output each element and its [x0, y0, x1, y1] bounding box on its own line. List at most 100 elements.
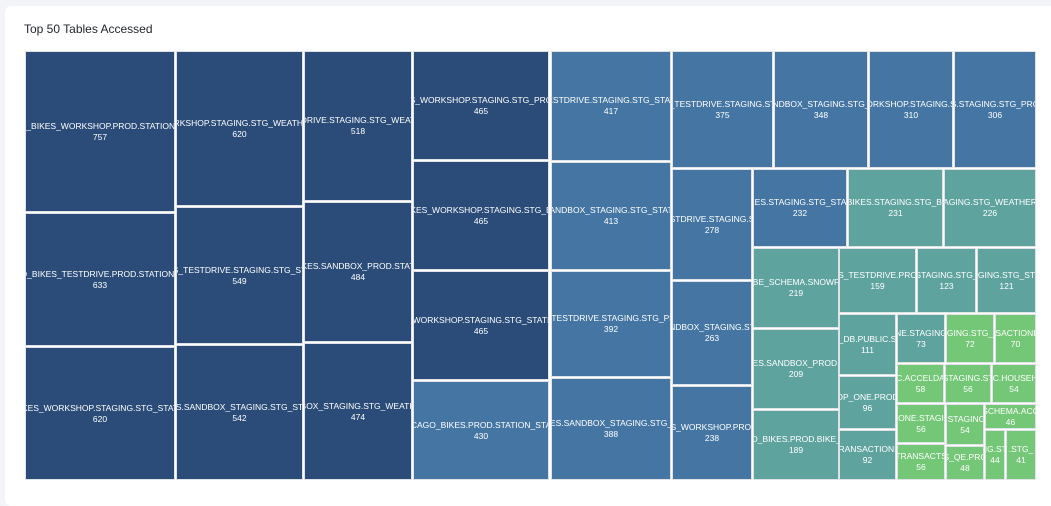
cell-label: _TESTDRIVE.STAGING.ST: [672, 98, 773, 109]
cell-label: .STG_: [1008, 444, 1034, 454]
treemap-cell[interactable]: CAGO_BIKES.PROD.STATION_STA 430: [413, 381, 549, 480]
cell-label: CAGO_BIKES.PROD.STATION_STA: [413, 419, 549, 430]
treemap-cell[interactable]: NDBOX_STAGING.ST 263: [672, 281, 752, 385]
cell-value: 306: [987, 109, 1003, 120]
cell-value: 518: [350, 126, 366, 136]
cell-value: 70: [1010, 338, 1021, 349]
treemap-cell[interactable]: O_BIKES.PROD.BIKE_ 189: [753, 410, 839, 480]
cell-label: KES.SANDBOX_PROD.STAT: [304, 261, 412, 271]
treemap-cell[interactable]: _TESTDRIVE.STAGING.STG_PR 392: [551, 271, 671, 377]
cell-label: C.ACCELDA: [897, 372, 944, 383]
treemap-cell[interactable]: .STG_ 41: [1006, 430, 1036, 480]
cell-value: 633: [92, 279, 108, 290]
treemap-cell[interactable]: RANSACTIONI 92: [839, 430, 896, 480]
cell-value: 56: [916, 462, 926, 472]
cell-label: BOX_STAGING.STG_WEATH: [304, 400, 412, 411]
treemap-cell[interactable]: ES.SANDBOX_STAGING.STG_ 388: [551, 378, 671, 480]
cell-value: 263: [704, 333, 720, 343]
cell-value: 417: [603, 106, 619, 116]
treemap-cell[interactable]: BOX_STAGING.STG_WEATH 474: [304, 343, 412, 480]
cell-value: 757: [92, 131, 108, 142]
cell-value: 111: [861, 344, 874, 355]
cell-value: 278: [704, 224, 720, 235]
cell-label: KES.STAGING.STG_STAT: [753, 197, 847, 207]
cell-value: 465: [473, 215, 489, 226]
treemap-cell[interactable]: WORKSHOP.STAGING.STG_STATI 465: [413, 271, 549, 380]
treemap-cell[interactable]: _TESTDRIVE.STAGING.ST 375: [672, 51, 773, 168]
treemap-cell[interactable]: S_WORKSHOP.STAGING.STG_PRO 465: [413, 51, 549, 160]
treemap-cell[interactable]: .STAGINC 54: [946, 404, 984, 445]
cell-label: ANDBOX_STAGING.STG_STAT: [551, 205, 671, 215]
cell-label: S_WORKSHOP.STAGING.STG_PRO: [413, 94, 549, 105]
treemap-cell[interactable]: TRANSACTS 56: [897, 444, 945, 480]
cell-value: 58: [915, 383, 926, 394]
cell-value: 348: [813, 109, 829, 120]
cell-label: SCHEMA.ACC: [985, 405, 1036, 416]
cell-label: WORKSHOP.STAGING.STG_STATI: [413, 314, 549, 325]
cell-value: 388: [603, 429, 619, 439]
cell-value: 92: [862, 455, 873, 465]
treemap-cell[interactable]: D_BIKES_TESTDRIVE.PROD.STATION_ 633: [25, 213, 175, 346]
cell-label: NE.STAGING: [897, 327, 945, 338]
cell-value: 72: [965, 338, 975, 349]
treemap-cell[interactable]: S_QE.PRC 48: [946, 446, 984, 480]
treemap-cell[interactable]: _DB.PUBLIC.S 111: [839, 314, 896, 375]
cell-label: ES.SANDBOX_STAGING.STG_: [551, 418, 671, 428]
treemap-cell[interactable]: C.ACCELDA 58: [897, 364, 944, 403]
cell-value: 238: [704, 433, 720, 443]
treemap-cell[interactable]: NG.STI44: [985, 430, 1005, 480]
treemap-cell[interactable]: S_WORKSHOP.PROI 238: [672, 386, 752, 480]
treemap-cell[interactable]: BIKES.STAGING.STG_BI 231: [848, 169, 943, 247]
treemap-cell[interactable]: ISACTIONL 70: [995, 314, 1036, 363]
treemap-cell[interactable]: ORKSHOP.STAGING.S 310: [869, 51, 953, 168]
cell-label: ES.SANDBOX_PROD.: [753, 358, 839, 368]
treemap-cell[interactable]: S_TESTDRIVE.STAGING.STG_ST 549: [176, 207, 303, 344]
treemap-cell[interactable]: STAGING.ST 56: [945, 364, 991, 403]
cell-value: 48: [960, 463, 970, 473]
treemap-cell[interactable]: NE.STAGING 73: [897, 314, 945, 363]
cell-value: 219: [788, 288, 804, 298]
treemap-cell[interactable]: BE_SCHEMA.SNOWF 219: [753, 248, 839, 328]
treemap-cell[interactable]: S.STAGING.STG_PRO 306: [954, 51, 1036, 168]
treemap-cell[interactable]: KES.STAGING.STG_STAT 232: [753, 169, 847, 247]
cell-value: 226: [982, 208, 998, 218]
treemap-cell[interactable]: STDRIVE.STAGING.S 278: [672, 169, 752, 280]
cell-value: 542: [232, 412, 247, 423]
treemap-cell[interactable]: KES_WORKSHOP.STAGING.STG_STAT 620: [25, 347, 175, 480]
cell-value: 392: [603, 324, 619, 334]
cell-label: OP_ONE.PROD: [839, 391, 896, 402]
treemap-cell[interactable]: ES.SANDBOX_PROD. 209: [753, 329, 839, 409]
treemap-cell[interactable]: AGING.STG_WEATHER 226: [944, 169, 1036, 247]
treemap-cell[interactable]: D_BIKES_WORKSHOP.PROD.STATION_ 757: [25, 51, 175, 212]
treemap-cell[interactable]: NDBOX_STAGING.STG_ 348: [774, 51, 868, 168]
cell-label: RANSACTIONI: [839, 444, 896, 454]
treemap-cell[interactable]: SCHEMA.ACC 46: [985, 404, 1036, 429]
treemap-cell[interactable]: KES.SANDBOX_PROD.STAT 484: [304, 202, 412, 342]
treemap-cell[interactable]: S.SANDBOX_STAGING.STG_ST 542: [176, 345, 303, 480]
treemap-cell[interactable]: GING.STG_ST 121: [977, 248, 1036, 313]
treemap-cell[interactable]: DRIVE.STAGING.STG_WEAT 518: [304, 51, 412, 201]
treemap-cell[interactable]: IC.HOUSEH 54: [992, 364, 1036, 403]
cell-label: BE_SCHEMA.SNOWF: [753, 277, 839, 287]
cell-label: _DB.PUBLIC.S: [839, 333, 896, 344]
cell-value: 121: [999, 280, 1014, 291]
treemap-cell[interactable]: OP_ONE.PROD 96: [839, 376, 896, 429]
cell-label: O_BIKES.PROD.BIKE_: [753, 434, 839, 444]
treemap-cell[interactable]: STAGING.STG_ 123: [917, 248, 976, 313]
cell-label: IC.HOUSEH: [992, 372, 1036, 383]
treemap-cell[interactable]: S_TESTDRIVE.PRO 159: [839, 248, 916, 313]
treemap-cell[interactable]: ANDBOX_STAGING.STG_STAT 413: [551, 162, 671, 270]
cell-value: 159: [870, 280, 885, 291]
treemap-cell[interactable]: ONE.STAGI 56: [897, 404, 945, 443]
treemap-cell[interactable]: ESTDRIVE.STAGING.STG_STAT 417: [551, 51, 671, 161]
treemap-cell[interactable]: GING.STG_ 72: [946, 314, 994, 363]
cell-label: _TESTDRIVE.STAGING.STG_PR: [551, 313, 671, 323]
cell-label: ONE.STAGI: [898, 412, 944, 423]
treemap-cell[interactable]: KES_WORKSHOP.STAGING.STG_B 465: [413, 161, 549, 270]
cell-value: 232: [792, 208, 808, 218]
cell-value: 56: [916, 423, 926, 434]
cell-label: KES_WORKSHOP.STAGING.STG_B: [413, 204, 549, 215]
cell-label: S.STAGING.STG_PRO: [954, 98, 1036, 109]
treemap-cell[interactable]: RKSHOP.STAGING.STG_WEATHI 620: [176, 51, 303, 206]
cell-label: STDRIVE.STAGING.S: [672, 213, 752, 224]
